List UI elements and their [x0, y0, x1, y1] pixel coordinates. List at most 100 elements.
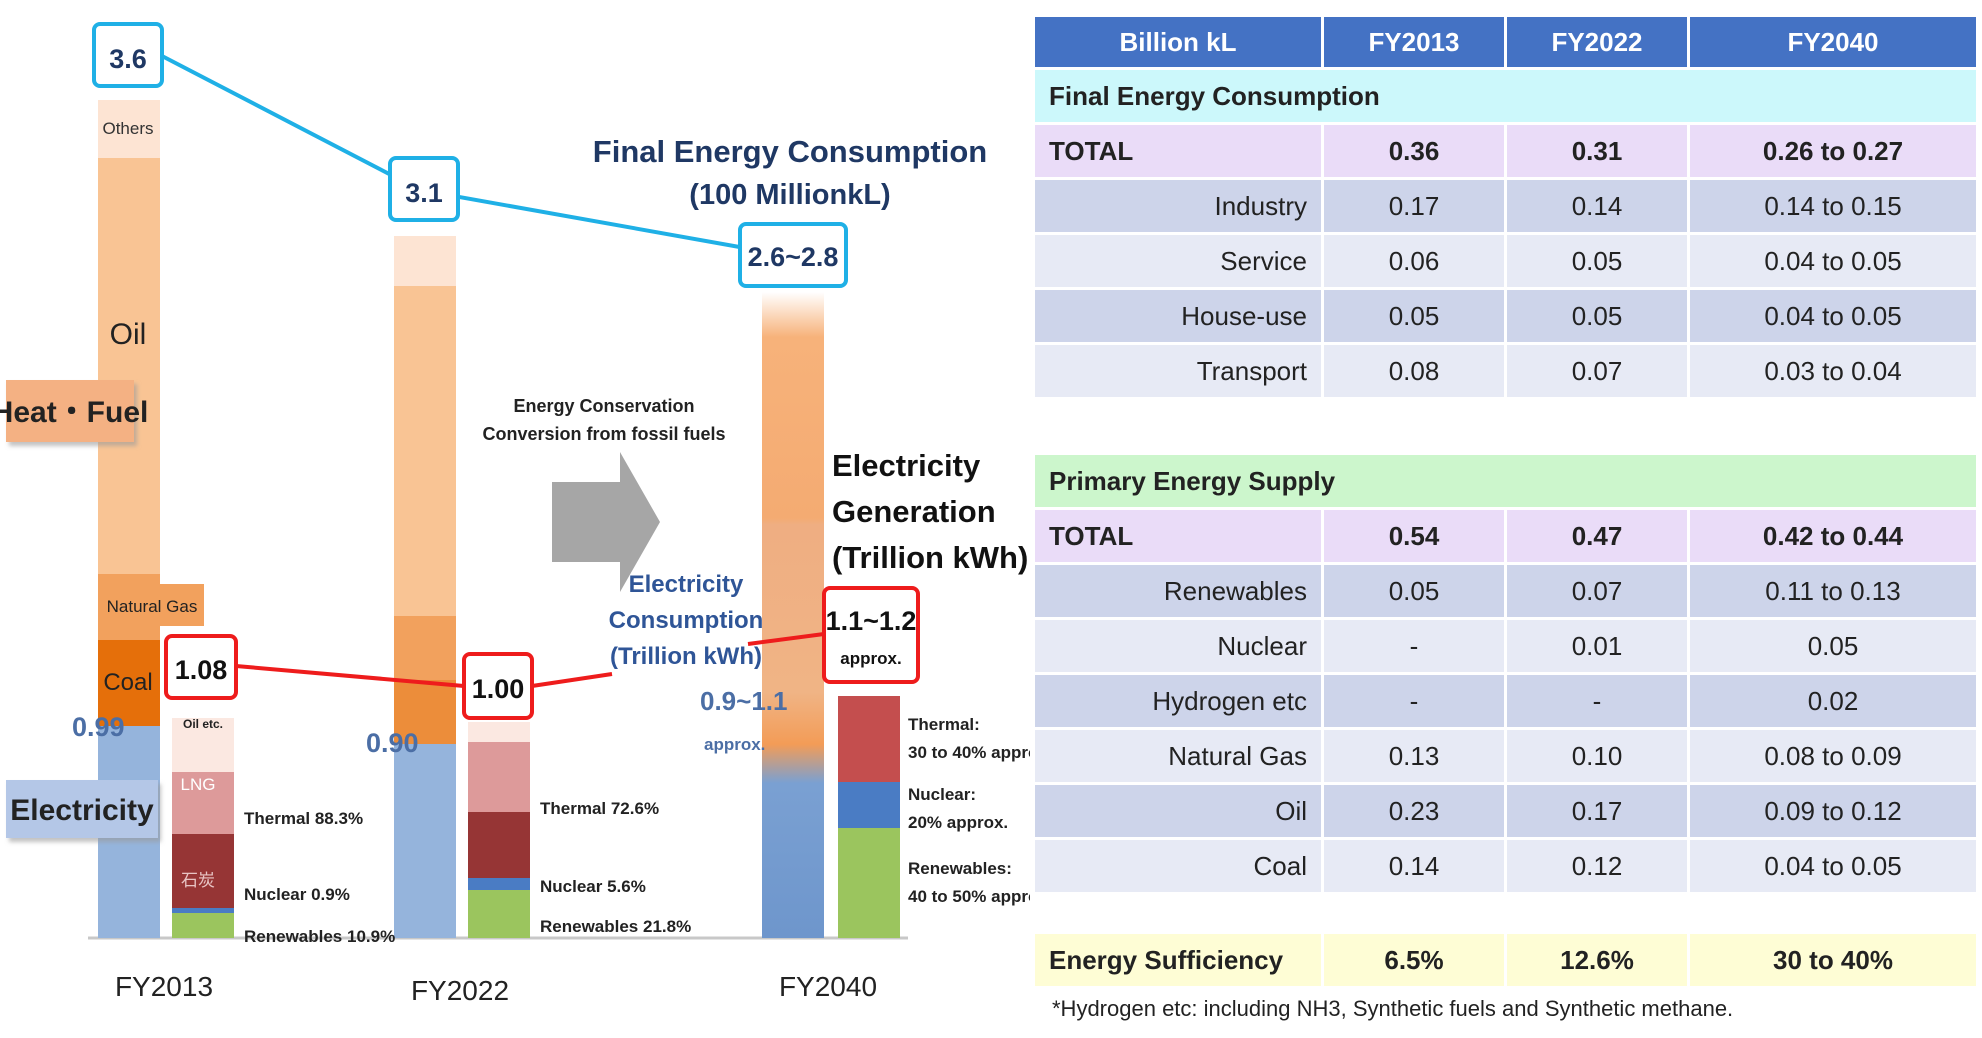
row-label: Oil	[1035, 785, 1321, 837]
gen-bar-fy2040	[838, 696, 900, 938]
row-label: Service	[1035, 235, 1321, 287]
row-label: TOTAL	[1035, 125, 1321, 177]
gen-trend-line-2	[531, 672, 613, 688]
cell-fy2013: 0.23	[1324, 785, 1504, 837]
mix-fy2022-thermal: Thermal 72.6%	[540, 799, 659, 818]
gen-value-fy2022: 1.00	[472, 674, 525, 704]
mix-fy2040-thermal-value: 30 to 40% approx.	[908, 743, 1030, 762]
final-energy-unit: (100 MillionkL)	[689, 179, 890, 211]
elec-cons-fy2022: 0.90	[366, 728, 419, 758]
table-row: House-use 0.05 0.05 0.04 to 0.05	[1035, 290, 1976, 342]
cell-fy2022: 0.12	[1507, 840, 1687, 892]
row-label: TOTAL	[1035, 510, 1321, 562]
table-row: Hydrogen etc - - 0.02	[1035, 675, 1976, 727]
table-row: Nuclear - 0.01 0.05	[1035, 620, 1976, 672]
cell-fy2022: 0.07	[1507, 565, 1687, 617]
gen-fy2013-oil-etc	[172, 718, 234, 772]
section-primary: Primary Energy Supply	[1035, 455, 1976, 507]
table-row: Industry 0.17 0.14 0.14 to 0.15	[1035, 180, 1976, 232]
gen-fy2013-lng	[172, 772, 234, 834]
gen-approx-fy2040: approx.	[840, 649, 901, 668]
cell-fy2022: 0.31	[1507, 125, 1687, 177]
gen-fy2040-thermal	[838, 696, 900, 782]
elec-gen-title-2: Generation	[832, 494, 996, 529]
cell-fy2013: 0.36	[1324, 125, 1504, 177]
table-row: Renewables 0.05 0.07 0.11 to 0.13	[1035, 565, 1976, 617]
bar-fy2022-others	[394, 236, 456, 286]
elec-cons-title-2: Consumption	[609, 607, 764, 634]
category-label-fy2022: FY2022	[411, 975, 509, 1006]
row-label: Nuclear	[1035, 620, 1321, 672]
energy-table: Billion kL FY2013 FY2022 FY2040 Final En…	[1032, 14, 1979, 989]
table-footnote: *Hydrogen etc: including NH3, Synthetic …	[1052, 996, 1734, 1021]
row-label: Energy Sufficiency	[1035, 934, 1321, 986]
table-row: TOTAL 0.54 0.47 0.42 to 0.44	[1035, 510, 1976, 562]
gen-fy2040-nuclear	[838, 782, 900, 828]
segment-label-lng: LNG	[181, 775, 216, 794]
header-fy2022: FY2022	[1507, 17, 1687, 67]
table-row: TOTAL 0.36 0.31 0.26 to 0.27	[1035, 125, 1976, 177]
gen-fy2022-renewables	[468, 890, 530, 938]
electricity-label-box	[6, 780, 158, 838]
mix-fy2040-nuclear-label: Nuclear:	[908, 785, 976, 804]
row-label: Industry	[1035, 180, 1321, 232]
cell-fy2022: 12.6%	[1507, 934, 1687, 986]
segment-label-oil-etc: Oil etc.	[183, 717, 223, 731]
gen-bar-fy2013	[172, 718, 234, 938]
gen-fy2022-coal	[468, 812, 530, 878]
cell-fy2013: 0.14	[1324, 840, 1504, 892]
elec-gen-title-1: Electricity	[832, 448, 981, 483]
cell-fy2013: 0.05	[1324, 290, 1504, 342]
cell-fy2013: 0.06	[1324, 235, 1504, 287]
heat-fuel-label-box	[6, 380, 134, 442]
cell-fy2040: 0.05	[1690, 620, 1976, 672]
table-row: Coal 0.14 0.12 0.04 to 0.05	[1035, 840, 1976, 892]
segment-label-others: Others	[102, 119, 153, 138]
header-unit: Billion kL	[1035, 17, 1321, 67]
bar-fy2022-coal	[394, 680, 456, 744]
mix-fy2040-nuclear-value: 20% approx.	[908, 813, 1008, 832]
bar-fy2013-coal	[98, 640, 160, 726]
table-spacer	[1035, 400, 1976, 452]
cell-fy2013: 0.05	[1324, 565, 1504, 617]
bar-fy2022-natural-gas	[394, 616, 456, 680]
spacer-cell	[1035, 895, 1976, 931]
category-label-fy2013: FY2013	[115, 971, 213, 1002]
table-header-row: Billion kL FY2013 FY2022 FY2040	[1035, 17, 1976, 67]
natural-gas-callout	[98, 584, 204, 626]
heat-fuel-label: Heat・Fuel	[0, 396, 148, 429]
energy-chart: 3.6 3.1 2.6~2.8 1.08 1.00 1.1~1.2 approx…	[0, 22, 1030, 1006]
energy-chart-svg: 3.6 3.1 2.6~2.8 1.08 1.00 1.1~1.2 approx…	[0, 22, 1030, 1006]
segment-label-natural-gas: Natural Gas	[107, 597, 198, 616]
bar-fy2022-oil	[394, 286, 456, 616]
final-value-fy2040: 2.6~2.8	[748, 242, 839, 272]
cell-fy2040: 0.08 to 0.09	[1690, 730, 1976, 782]
arrow-text-1: Energy Conservation	[513, 396, 694, 416]
cell-fy2013: 6.5%	[1324, 934, 1504, 986]
elec-cons-title-1: Electricity	[629, 571, 744, 598]
cell-fy2022: 0.10	[1507, 730, 1687, 782]
gen-value-fy2040: 1.1~1.2	[826, 606, 917, 636]
cell-fy2040: 0.09 to 0.12	[1690, 785, 1976, 837]
cell-fy2013: 0.17	[1324, 180, 1504, 232]
row-label: Transport	[1035, 345, 1321, 397]
final-value-fy2013: 3.6	[109, 44, 147, 74]
gen-fy2022-lng	[468, 742, 530, 812]
cell-fy2022: 0.07	[1507, 345, 1687, 397]
final-box-fy2013	[92, 22, 164, 88]
final-energy-title: Final Energy Consumption	[593, 134, 987, 169]
table-row-sufficiency: Energy Sufficiency 6.5% 12.6% 30 to 40%	[1035, 934, 1976, 986]
arrow-text-2: Conversion from fossil fuels	[482, 424, 725, 444]
final-box-fy2022	[388, 156, 460, 222]
gen-box-fy2013	[164, 634, 238, 700]
cell-fy2040: 0.04 to 0.05	[1690, 840, 1976, 892]
cell-fy2040: 0.14 to 0.15	[1690, 180, 1976, 232]
cell-fy2013: -	[1324, 620, 1504, 672]
cell-fy2013: -	[1324, 675, 1504, 727]
section-primary-title: Primary Energy Supply	[1035, 455, 1976, 507]
mix-fy2040-renewables-value: 40 to 50% approx.	[908, 887, 1030, 906]
bar-fy2013-oil	[98, 158, 160, 574]
table-row: Oil 0.23 0.17 0.09 to 0.12	[1035, 785, 1976, 837]
mix-fy2022-nuclear: Nuclear 5.6%	[540, 877, 646, 896]
cell-fy2022: 0.05	[1507, 290, 1687, 342]
